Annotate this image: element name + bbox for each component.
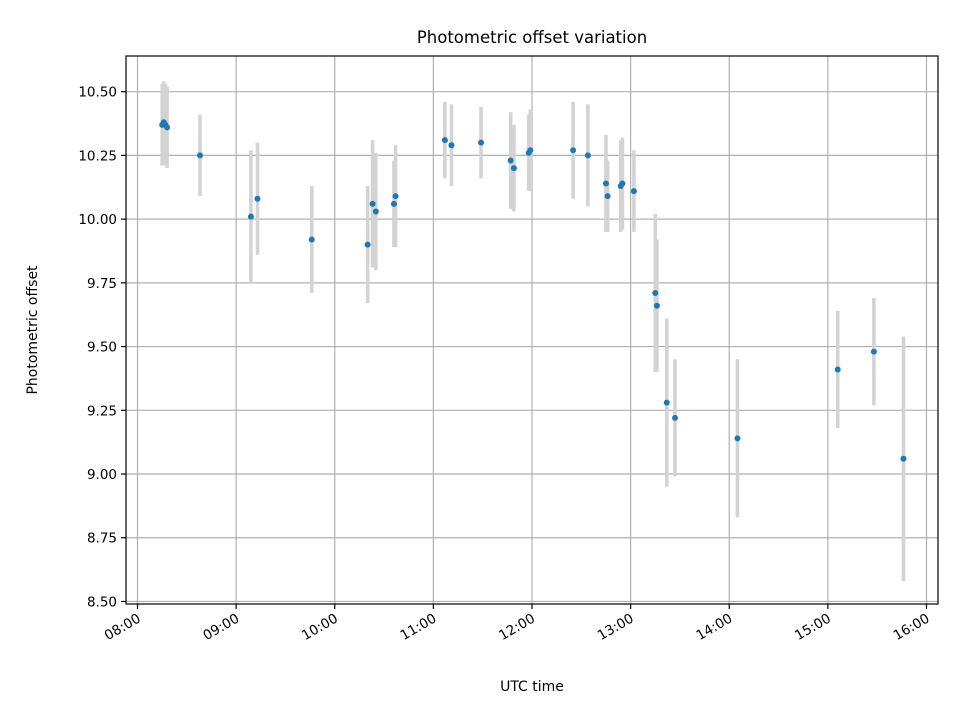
data-point: [478, 139, 485, 146]
data-point: [604, 193, 611, 200]
data-point: [441, 137, 448, 144]
data-point: [507, 157, 514, 164]
data-point: [652, 290, 659, 297]
data-point: [663, 399, 670, 406]
x-tick-label: 11:00: [398, 611, 440, 644]
y-tick-label: 8.50: [87, 594, 117, 610]
data-point: [390, 200, 397, 207]
data-point: [672, 414, 679, 421]
y-tick-label: 9.25: [87, 403, 117, 419]
data-point: [584, 152, 591, 159]
data-point: [364, 241, 371, 248]
data-point: [527, 147, 534, 154]
x-tick-label: 13:00: [595, 611, 637, 644]
x-tick-label: 16:00: [891, 611, 933, 644]
data-point: [392, 193, 399, 200]
data-point: [369, 200, 376, 207]
data-point: [196, 152, 203, 159]
y-tick-label: 10.00: [78, 212, 117, 228]
data-points: [159, 119, 907, 462]
data-point: [619, 180, 626, 187]
x-tick-label: 08:00: [102, 611, 144, 644]
ticks: 08:00 09:00 10:00 11:00 12:00 13:00 14:00 15:00…: [78, 85, 932, 644]
y-tick-label: 9.00: [87, 467, 117, 483]
data-point: [734, 435, 741, 442]
data-point: [630, 188, 637, 195]
data-point: [570, 147, 577, 154]
x-tick-label: 12:00: [496, 611, 538, 644]
x-tick-label: 09:00: [200, 611, 242, 644]
x-axis-label: UTC time: [500, 679, 564, 695]
y-tick-label: 8.75: [87, 531, 117, 547]
x-tick-label: 10:00: [299, 611, 341, 644]
data-point: [870, 348, 877, 355]
x-tick-label: 14:00: [694, 611, 736, 644]
data-point: [308, 236, 315, 243]
data-point: [448, 142, 455, 149]
data-point: [834, 366, 841, 373]
y-tick-label: 10.25: [78, 148, 117, 164]
y-axis-label: Photometric offset: [25, 265, 41, 395]
error-bars: [160, 81, 906, 582]
data-point: [164, 124, 171, 131]
y-tick-label: 10.50: [78, 85, 117, 101]
y-tick-label: 9.75: [87, 276, 117, 292]
data-point: [247, 213, 254, 220]
x-tick-label: 15:00: [792, 611, 834, 644]
data-point: [653, 302, 660, 309]
data-point: [602, 180, 609, 187]
y-tick-label: 9.50: [87, 340, 117, 356]
data-point: [254, 195, 261, 202]
data-point: [510, 165, 517, 172]
chart-title: Photometric offset variation: [417, 28, 647, 47]
data-point: [900, 455, 907, 462]
data-point: [372, 208, 379, 215]
